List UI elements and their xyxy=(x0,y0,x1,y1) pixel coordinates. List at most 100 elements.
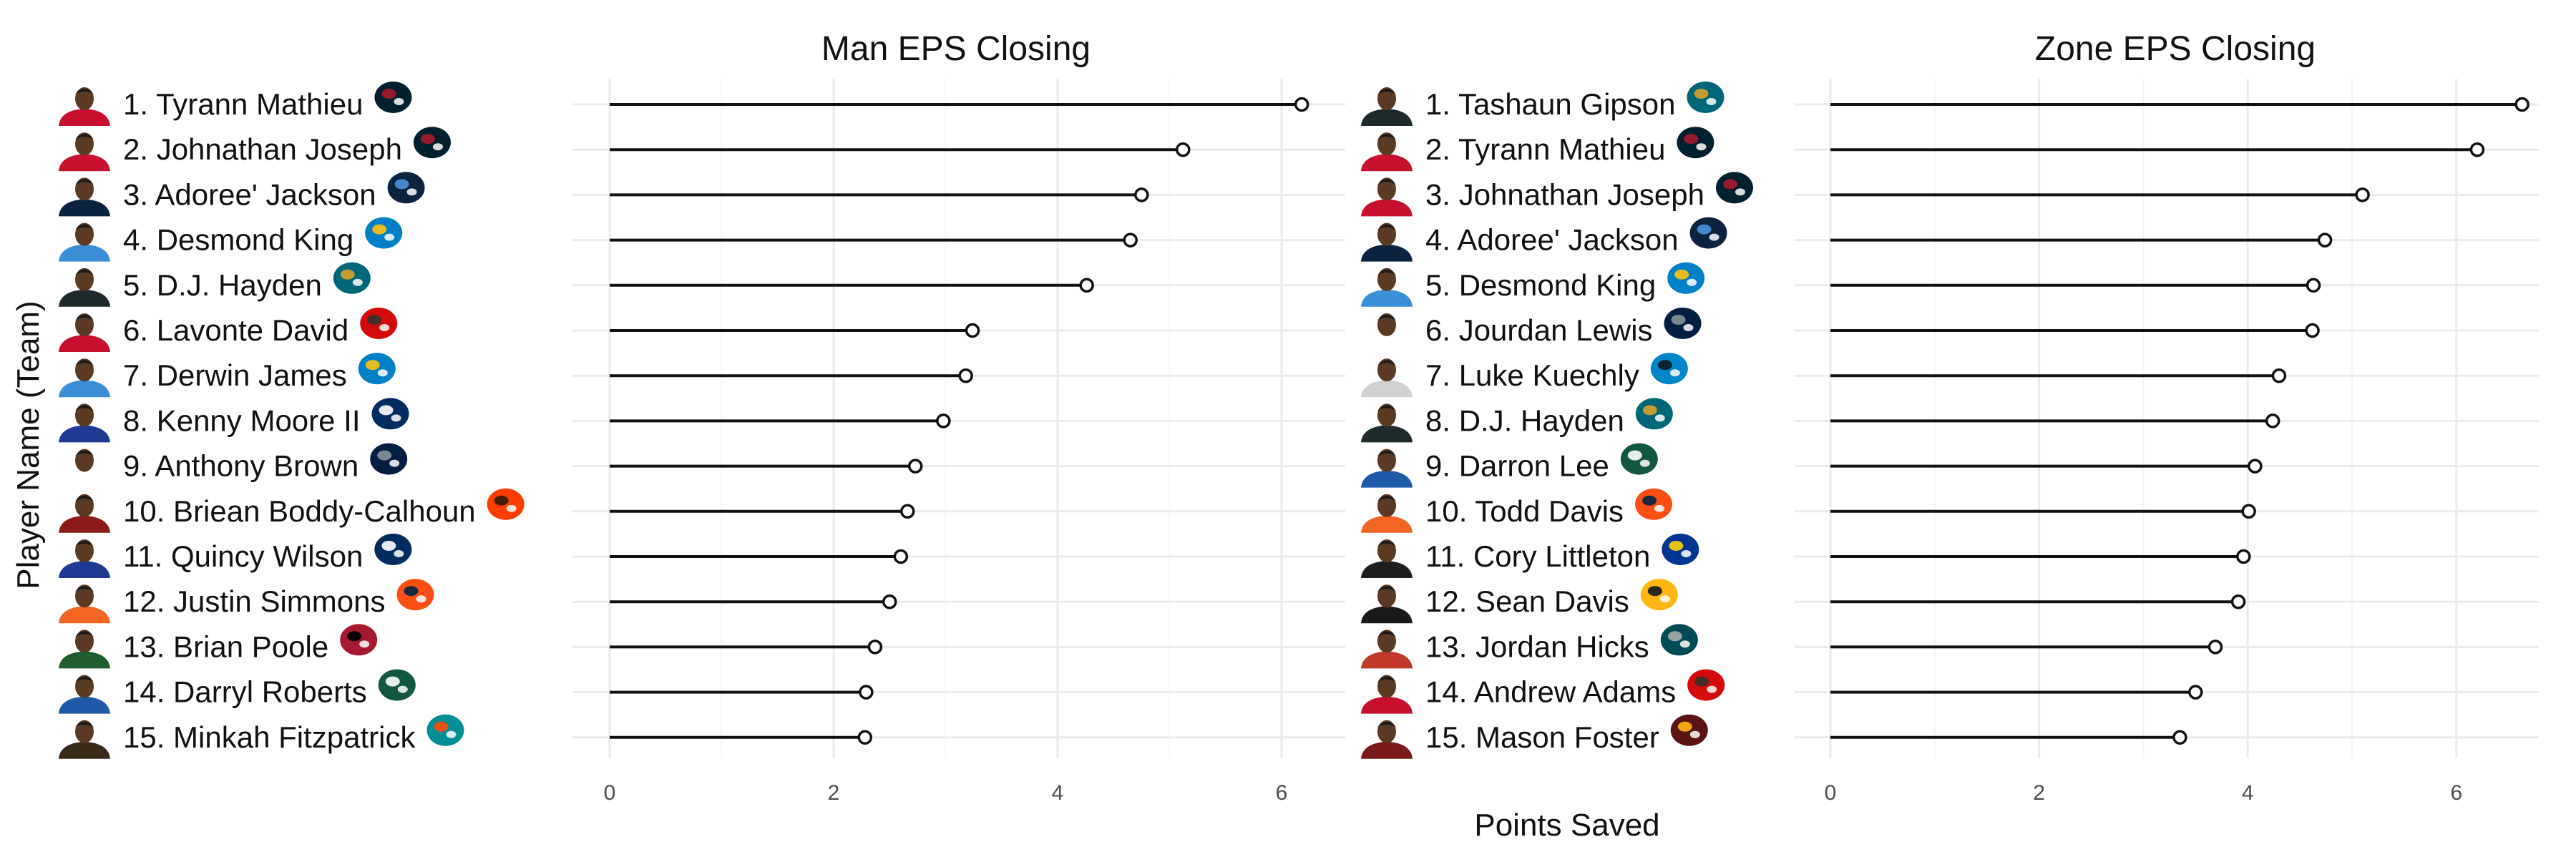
lollipop-point-15-mason-foster xyxy=(2172,730,2187,745)
player-label-12-justin-simmons: 12. Justin Simmons xyxy=(123,584,385,618)
player-headshot-11-quincy-wilson xyxy=(59,539,110,578)
player-label-8-d-j-hayden: 8. D.J. Hayden xyxy=(1425,403,1624,437)
lollipop-point-12-justin-simmons xyxy=(882,594,897,609)
x-axis-label: Points Saved xyxy=(1474,808,1659,843)
player-label-4-adoree-jackson: 4. Adoree' Jackson xyxy=(1425,223,1679,257)
player-label-3-johnathan-joseph: 3. Johnathan Joseph xyxy=(1425,177,1704,211)
player-headshot-9-darron-lee xyxy=(1361,449,1413,488)
lollipop-point-9-darron-lee xyxy=(2248,459,2263,474)
lollipop-point-6-jourdan-lewis xyxy=(2305,323,2320,338)
team-logo-ten-3-adoree-jackson xyxy=(387,172,425,204)
player-headshot-1-tyrann-mathieu xyxy=(59,87,110,126)
player-headshot-7-derwin-james xyxy=(59,358,110,398)
lollipop-point-13-brian-poole xyxy=(867,640,883,655)
lollipop-point-11-cory-littleton xyxy=(2236,549,2251,564)
lollipop-point-10-todd-davis xyxy=(2241,504,2256,519)
lollipop-point-7-luke-kuechly xyxy=(2271,368,2287,383)
x-tick-label-zone-4: 4 xyxy=(2242,781,2254,805)
team-logo-lac-5-desmond-king xyxy=(1667,262,1705,294)
player-label-4-desmond-king: 4. Desmond King xyxy=(123,223,353,257)
player-headshot-5-desmond-king xyxy=(1361,268,1413,307)
x-tick-label-zone-6: 6 xyxy=(2450,781,2462,805)
team-logo-lac-4-desmond-king xyxy=(365,217,403,249)
team-logo-hou-2-tyrann-mathieu xyxy=(1677,127,1714,159)
team-logo-hou-1-tyrann-mathieu xyxy=(374,82,412,113)
lollipop-point-1-tyrann-mathieu xyxy=(1294,97,1309,112)
lollipop-point-12-sean-davis xyxy=(2230,594,2246,609)
player-label-6-jourdan-lewis: 6. Jourdan Lewis xyxy=(1425,313,1653,347)
player-label-10-briean-boddy-calhoun: 10. Briean Boddy-Calhoun xyxy=(123,494,476,528)
player-label-7-luke-kuechly: 7. Luke Kuechly xyxy=(1425,358,1639,392)
player-label-5-d-j-hayden: 5. D.J. Hayden xyxy=(123,268,322,302)
player-headshot-6-lavonte-david xyxy=(59,313,110,352)
team-logo-dal-6-jourdan-lewis xyxy=(1664,308,1702,339)
chart-title-zone: Zone EPS Closing xyxy=(2035,30,2316,68)
player-headshot-4-desmond-king xyxy=(59,222,110,262)
team-logo-jax-1-tashaun-gipson xyxy=(1687,82,1724,113)
player-headshot-8-kenny-moore-ii xyxy=(59,403,110,443)
lollipop-point-2-johnathan-joseph xyxy=(1176,142,1191,157)
player-label-8-kenny-moore-ii: 8. Kenny Moore II xyxy=(123,403,361,437)
player-headshot-2-tyrann-mathieu xyxy=(1361,132,1413,172)
player-label-10-todd-davis: 10. Todd Davis xyxy=(1425,494,1624,528)
team-logo-cle-10-briean-boddy-calhoun xyxy=(487,488,525,520)
lollipop-point-10-briean-boddy-calhoun xyxy=(900,504,915,519)
player-headshot-2-johnathan-joseph xyxy=(59,132,110,172)
team-logo-hou-3-johnathan-joseph xyxy=(1715,172,1753,204)
player-label-9-darron-lee: 9. Darron Lee xyxy=(1425,449,1609,483)
player-label-6-lavonte-david: 6. Lavonte David xyxy=(123,313,348,347)
team-logo-lar-11-cory-littleton xyxy=(1662,534,1699,565)
x-tick-label-man-6: 6 xyxy=(1276,781,1288,805)
team-logo-pit-12-sean-davis xyxy=(1640,579,1678,611)
player-headshot-12-justin-simmons xyxy=(59,584,110,624)
lollipop-point-5-desmond-king xyxy=(2306,278,2321,293)
lollipop-point-8-d-j-hayden xyxy=(2265,413,2280,428)
team-logo-car-7-luke-kuechly xyxy=(1650,353,1688,385)
player-label-15-mason-foster: 15. Mason Foster xyxy=(1425,720,1659,754)
player-headshot-5-d-j-hayden xyxy=(59,268,110,307)
player-headshot-1-tashaun-gipson xyxy=(1361,87,1413,126)
player-headshot-10-briean-boddy-calhoun xyxy=(59,494,110,533)
team-logo-tb-14-andrew-adams xyxy=(1687,669,1725,701)
player-label-14-andrew-adams: 14. Andrew Adams xyxy=(1425,675,1676,709)
player-headshot-13-jordan-hicks xyxy=(1361,630,1413,669)
player-label-7-derwin-james: 7. Derwin James xyxy=(123,358,347,392)
player-headshot-12-sean-davis xyxy=(1361,584,1413,624)
team-logo-ind-11-quincy-wilson xyxy=(374,534,412,565)
panel-man-eps: Man EPS Closing 0 2 4 6 1. Tyrann Mathieu 2. J… xyxy=(59,30,1345,805)
player-headshot-14-darryl-roberts xyxy=(59,675,110,714)
team-logo-den-10-todd-davis xyxy=(1635,488,1673,520)
team-logo-nyj-14-darryl-roberts xyxy=(378,669,416,701)
lollipop-point-14-andrew-adams xyxy=(2188,685,2203,700)
player-headshot-10-todd-davis xyxy=(1361,494,1413,533)
x-tick-label-man-2: 2 xyxy=(828,781,840,805)
lollipop-point-7-derwin-james xyxy=(958,368,973,383)
x-tick-label-man-0: 0 xyxy=(604,781,616,805)
y-axis-label: Player Name (Team) xyxy=(11,300,46,589)
player-headshot-6-jourdan-lewis xyxy=(1361,313,1413,352)
lollipop-point-3-adoree-jackson xyxy=(1134,187,1149,202)
x-tick-label-zone-2: 2 xyxy=(2033,781,2045,805)
player-headshot-13-brian-poole xyxy=(59,630,110,669)
player-label-12-sean-davis: 12. Sean Davis xyxy=(1425,584,1629,618)
panel-zone-eps: Zone EPS Closing 0 2 4 6 1. Tashaun Gipson 2. … xyxy=(1361,30,2539,805)
player-label-14-darryl-roberts: 14. Darryl Roberts xyxy=(123,675,367,709)
player-headshot-4-adoree-jackson xyxy=(1361,222,1413,262)
player-headshot-15-mason-foster xyxy=(1361,720,1413,759)
player-headshot-15-minkah-fitzpatrick xyxy=(59,720,110,759)
lollipop-point-3-johnathan-joseph xyxy=(2355,187,2370,202)
team-logo-jax-8-d-j-hayden xyxy=(1635,398,1673,430)
lollipop-point-4-desmond-king xyxy=(1123,232,1138,248)
team-logo-jax-5-d-j-hayden xyxy=(333,262,371,294)
player-label-13-jordan-hicks: 13. Jordan Hicks xyxy=(1425,630,1649,663)
player-label-11-cory-littleton: 11. Cory Littleton xyxy=(1425,539,1650,573)
chart-title-man: Man EPS Closing xyxy=(821,30,1091,68)
lollipop-point-6-lavonte-david xyxy=(965,323,980,338)
player-label-2-johnathan-joseph: 2. Johnathan Joseph xyxy=(123,132,402,166)
player-label-9-anthony-brown: 9. Anthony Brown xyxy=(123,449,358,483)
player-label-15-minkah-fitzpatrick: 15. Minkah Fitzpatrick xyxy=(123,720,416,754)
lollipop-point-9-anthony-brown xyxy=(907,459,923,474)
player-headshot-3-adoree-jackson xyxy=(59,177,110,217)
player-label-1-tyrann-mathieu: 1. Tyrann Mathieu xyxy=(123,87,363,121)
